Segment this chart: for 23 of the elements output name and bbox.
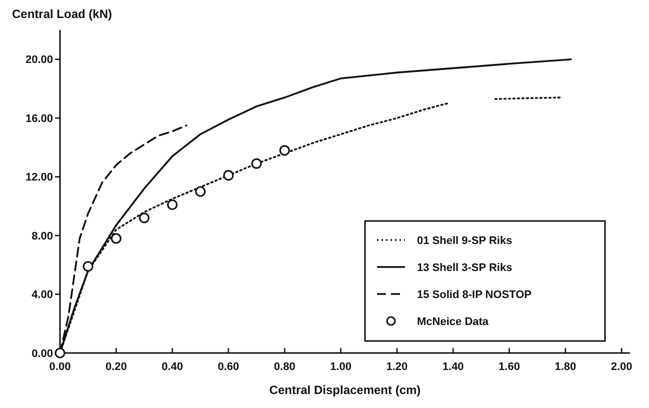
- legend-label: 15 Solid 8-IP NOSTOP: [417, 288, 532, 301]
- y-tick-label: 0.00: [32, 348, 53, 360]
- x-axis-title: Central Displacement (cm): [269, 383, 421, 397]
- y-tick-label: 20.00: [25, 54, 53, 66]
- x-tick-label: 0.80: [274, 361, 296, 373]
- x-tick-label: 1.80: [554, 361, 576, 373]
- x-tick-label: 0.60: [218, 361, 240, 373]
- x-tick-label: 1.60: [498, 361, 520, 373]
- legend-label: McNeice Data: [417, 316, 490, 328]
- x-tick-label: 0.00: [49, 361, 71, 373]
- x-tick-label: 1.40: [442, 361, 464, 373]
- y-tick-label: 12.00: [25, 172, 53, 184]
- legend-label: 13 Shell 3-SP Riks: [417, 262, 512, 274]
- x-tick-label: 0.20: [105, 361, 127, 373]
- x-tick-label: 1.20: [386, 361, 408, 373]
- x-tick-label: 0.40: [162, 361, 184, 373]
- y-tick-label: 4.00: [32, 289, 53, 302]
- y-axis-title: Central Load (kN): [12, 7, 112, 21]
- legend-label: 01 Shell 9-SP Riks: [417, 234, 512, 247]
- x-tick-label: 2.00: [610, 361, 632, 373]
- y-tick-label: 16.00: [25, 112, 53, 125]
- x-tick-label: 1.00: [330, 361, 352, 373]
- y-tick-label: 8.00: [32, 230, 53, 242]
